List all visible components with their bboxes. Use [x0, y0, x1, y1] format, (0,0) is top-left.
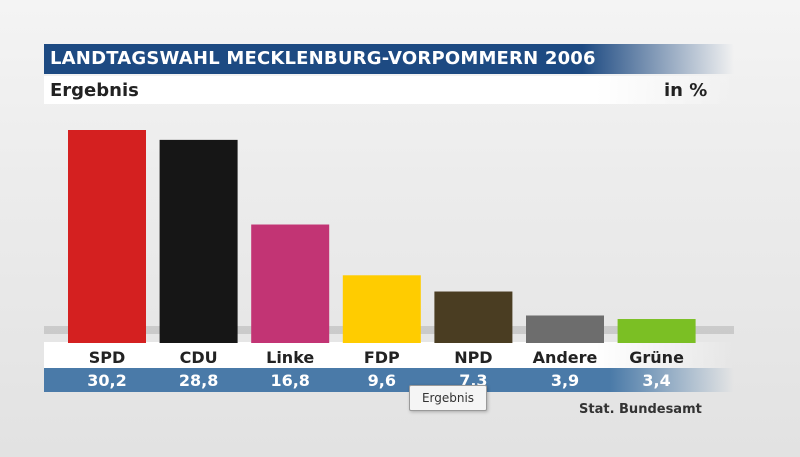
chart-subtitle: Ergebnis: [50, 80, 139, 101]
bar-cdu: [159, 139, 238, 343]
category-label: CDU: [180, 348, 218, 367]
value-label: 3,9: [551, 371, 579, 390]
category-label-band: [44, 342, 734, 368]
chart-title: LANDTAGSWAHL MECKLENBURG-VORPOMMERN 2006: [50, 48, 596, 69]
category-label: Andere: [533, 348, 598, 367]
source-label: Stat. Bundesamt: [579, 402, 702, 417]
title-bar: [44, 44, 734, 74]
bar-andere: [526, 315, 604, 343]
bar-spd: [68, 130, 146, 343]
value-label: 30,2: [87, 371, 126, 390]
value-label-band: [44, 368, 734, 392]
category-label: Grüne: [629, 348, 684, 367]
bar-fdp: [342, 275, 421, 343]
unit-label: in %: [664, 80, 708, 101]
value-label: 3,4: [642, 371, 670, 390]
value-label: 16,8: [270, 371, 309, 390]
subtitle-bar: [44, 76, 734, 104]
category-label: NPD: [454, 348, 492, 367]
value-label: 9,6: [368, 371, 396, 390]
tooltip: Ergebnis: [409, 385, 487, 411]
category-label: Linke: [266, 348, 314, 367]
category-label: SPD: [89, 348, 126, 367]
bar-linke: [251, 224, 330, 343]
category-label: FDP: [364, 348, 400, 367]
bar-npd: [434, 291, 513, 343]
value-label: 28,8: [179, 371, 218, 390]
bar-grüne: [617, 319, 696, 343]
